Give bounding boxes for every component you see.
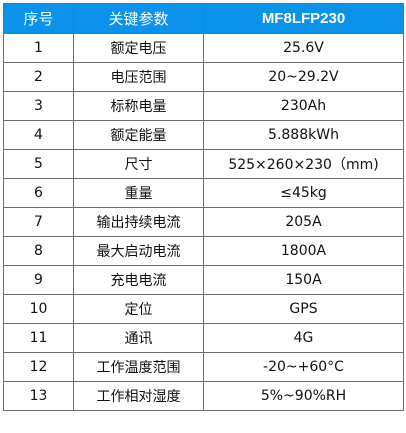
row-index: 9: [3, 265, 74, 295]
row-value: -20~+60°C: [203, 352, 404, 382]
table-row: 11 通讯 4G: [3, 323, 404, 353]
row-value: GPS: [203, 294, 404, 324]
row-value: ≤45kg: [203, 178, 404, 208]
header-row: 序号 关键参数 MF8LFP230: [3, 3, 404, 34]
row-value: 150A: [203, 265, 404, 295]
row-value: 5.888kWh: [203, 120, 404, 150]
row-param: 工作相对湿度: [73, 381, 204, 411]
table-row: 2 电压范围 20~29.2V: [3, 62, 404, 92]
table-row: 6 重量 ≤45kg: [3, 178, 404, 208]
row-value: 4G: [203, 323, 404, 353]
header-param: 关键参数: [73, 3, 204, 34]
row-param: 尺寸: [73, 149, 204, 179]
row-param: 标称电量: [73, 91, 204, 121]
table-row: 12 工作温度范围 -20~+60°C: [3, 352, 404, 382]
row-param: 充电电流: [73, 265, 204, 295]
row-param: 定位: [73, 294, 204, 324]
table-row: 9 充电电流 150A: [3, 265, 404, 295]
row-index: 2: [3, 62, 74, 92]
row-value: 525×260×230（mm): [203, 149, 404, 179]
row-index: 4: [3, 120, 74, 150]
row-value: 5%~90%RH: [203, 381, 404, 411]
row-index: 5: [3, 149, 74, 179]
row-index: 13: [3, 381, 74, 411]
row-index: 6: [3, 178, 74, 208]
row-param: 通讯: [73, 323, 204, 353]
row-param: 最大启动电流: [73, 236, 204, 266]
table-row: 4 额定能量 5.888kWh: [3, 120, 404, 150]
row-index: 7: [3, 207, 74, 237]
row-value: 205A: [203, 207, 404, 237]
row-index: 3: [3, 91, 74, 121]
row-param: 电压范围: [73, 62, 204, 92]
table-row: 10 定位 GPS: [3, 294, 404, 324]
table-row: 5 尺寸 525×260×230（mm): [3, 149, 404, 179]
table-body: 1 额定电压 25.6V 2 电压范围 20~29.2V 3 标称电量 230A…: [3, 33, 404, 411]
table-row: 1 额定电压 25.6V: [3, 33, 404, 63]
row-index: 8: [3, 236, 74, 266]
row-value: 1800A: [203, 236, 404, 266]
spec-table-container: 序号 关键参数 MF8LFP230 1 额定电压 25.6V 2 电压范围 20…: [3, 3, 404, 411]
table-row: 3 标称电量 230Ah: [3, 91, 404, 121]
row-param: 额定能量: [73, 120, 204, 150]
row-value: 230Ah: [203, 91, 404, 121]
header-index: 序号: [3, 3, 74, 34]
header-model: MF8LFP230: [203, 3, 404, 34]
row-param: 额定电压: [73, 33, 204, 63]
row-value: 20~29.2V: [203, 62, 404, 92]
row-index: 1: [3, 33, 74, 63]
table-header: 序号 关键参数 MF8LFP230: [3, 3, 404, 34]
spec-table: 序号 关键参数 MF8LFP230 1 额定电压 25.6V 2 电压范围 20…: [3, 3, 404, 411]
row-index: 11: [3, 323, 74, 353]
table-row: 13 工作相对湿度 5%~90%RH: [3, 381, 404, 411]
table-row: 8 最大启动电流 1800A: [3, 236, 404, 266]
row-value: 25.6V: [203, 33, 404, 63]
row-param: 输出持续电流: [73, 207, 204, 237]
table-row: 7 输出持续电流 205A: [3, 207, 404, 237]
row-param: 工作温度范围: [73, 352, 204, 382]
row-index: 12: [3, 352, 74, 382]
row-param: 重量: [73, 178, 204, 208]
row-index: 10: [3, 294, 74, 324]
